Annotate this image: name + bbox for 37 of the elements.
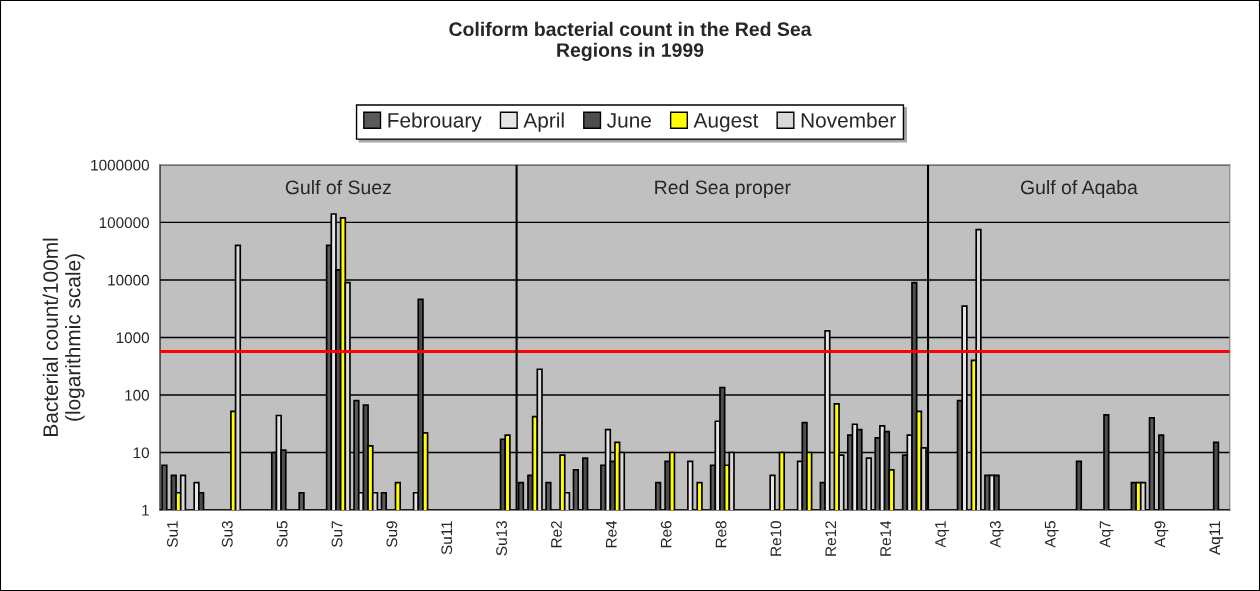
- x-tick-label: Aq9: [1154, 521, 1169, 548]
- x-tick-label: Aq11: [1209, 521, 1224, 555]
- x-tick-label: Aq1: [935, 521, 949, 548]
- legend-label: Augest: [693, 113, 759, 132]
- y-tick-label: 10: [133, 447, 150, 459]
- y-tick-label: 1: [142, 505, 149, 516]
- legend-label: Febrouary: [388, 112, 482, 132]
- annotation: Red Sea proper: [655, 179, 791, 199]
- x-tick-label: Su11: [441, 521, 453, 555]
- legend-label: November: [801, 112, 896, 128]
- x-tick-label: Su9: [386, 521, 398, 547]
- x-tick-label: Re14: [880, 520, 891, 556]
- y-tick-label: 1000000: [91, 159, 150, 171]
- x-tick-label: Aq3: [989, 521, 1004, 548]
- x-tick-label: Re8: [715, 521, 727, 548]
- y-tick-label: 1000: [116, 332, 150, 344]
- legend-label: April: [523, 112, 564, 132]
- x-tick-label: Re12: [825, 521, 837, 556]
- chart-title: Coliform bacterial count in the Red Sea Regions in 1999: [449, 21, 812, 61]
- legend-label: June: [607, 113, 651, 128]
- x-tick-label: Su7: [331, 521, 343, 547]
- x-tick-label: Re4: [606, 520, 617, 548]
- x-tick-label: Re2: [551, 521, 562, 548]
- x-tick-label: Su1: [167, 521, 178, 547]
- y-tick-label: 100: [125, 389, 150, 401]
- x-tick-label: Re6: [660, 521, 672, 548]
- annotation: Gulf of Suez: [285, 179, 391, 195]
- x-tick-label: Su13: [496, 521, 507, 556]
- x-tick-label: Aq7: [1099, 521, 1114, 548]
- annotation: Gulf of Aqaba: [1020, 179, 1138, 199]
- x-tick-label: Aq5: [1044, 521, 1059, 548]
- x-tick-label: Su5: [276, 521, 288, 547]
- x-tick-label: Su3: [221, 521, 233, 547]
- y-axis-title: Bacterial count/100ml (logarithmic scale): [42, 238, 85, 436]
- x-tick-label: Re10: [770, 521, 782, 556]
- y-tick-label: 100000: [99, 217, 150, 229]
- y-tick-label: 10000: [108, 274, 150, 286]
